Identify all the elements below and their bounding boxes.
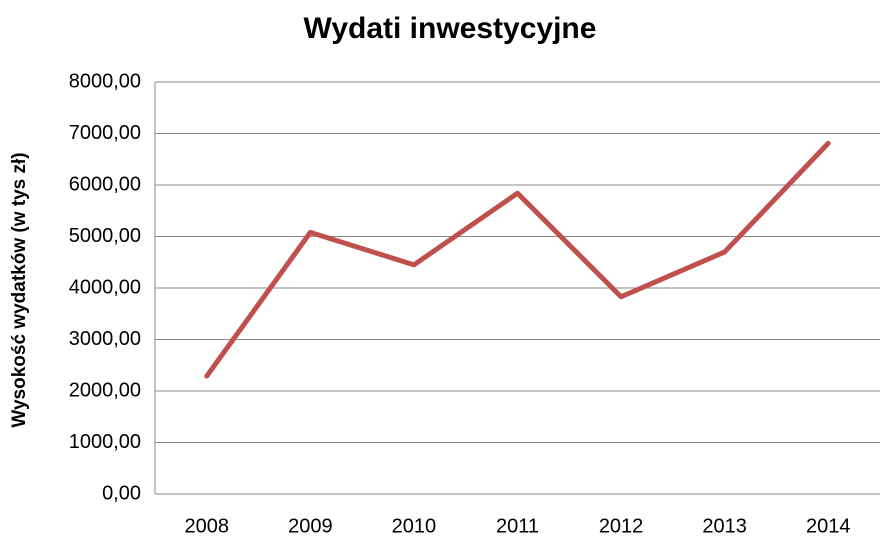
y-axis-label: Wysokość wydatków (w tys zł) (9, 152, 30, 427)
y-tick-label: 8000,00 (69, 70, 141, 92)
y-tick-label: 0,00 (102, 482, 141, 504)
x-tick-label: 2008 (185, 515, 230, 537)
x-tick-label: 2011 (496, 515, 539, 537)
chart-title: Wydati inwestycyjne (304, 12, 597, 45)
x-tick-label: 2009 (288, 515, 333, 537)
y-tick-label: 1000,00 (69, 431, 141, 453)
y-tick-label: 2000,00 (69, 379, 141, 401)
y-tick-label: 4000,00 (69, 276, 141, 298)
data-line (204, 140, 831, 379)
x-tick-label: 2014 (806, 515, 851, 537)
x-tick-label: 2012 (599, 515, 644, 537)
y-tick-label: 3000,00 (69, 328, 141, 350)
y-tick-label: 5000,00 (69, 225, 141, 247)
y-tick-label: 7000,00 (69, 122, 141, 144)
y-tick-label: 6000,00 (69, 173, 141, 195)
x-tick-label: 2013 (702, 515, 747, 537)
x-tick-label: 2010 (392, 515, 437, 537)
